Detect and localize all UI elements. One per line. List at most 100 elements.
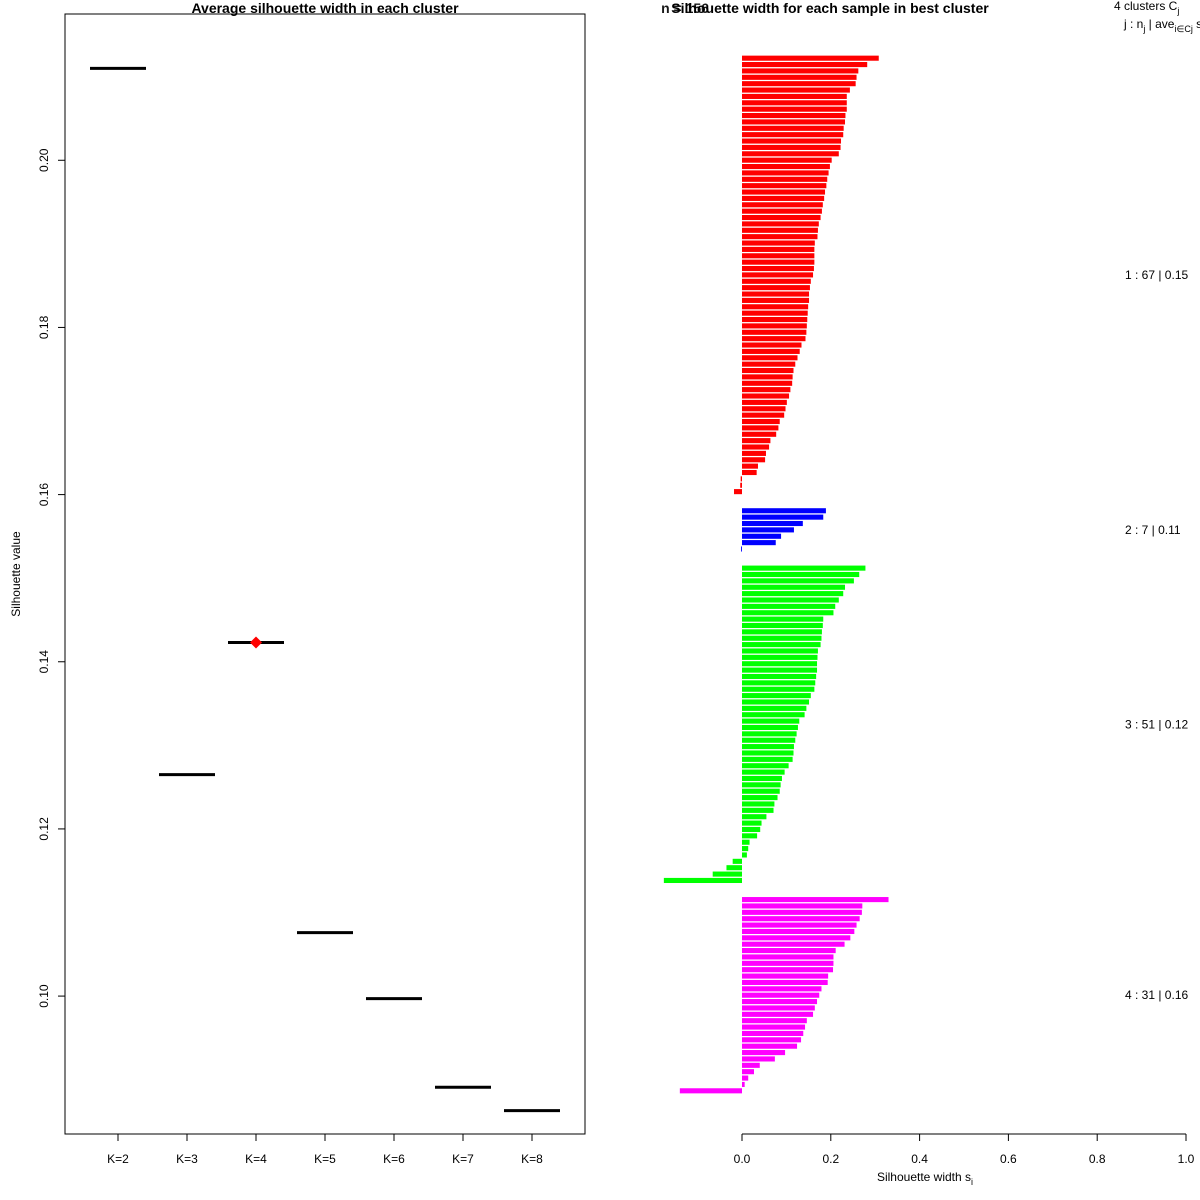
- left-y-tick-label: 0.14: [37, 650, 51, 674]
- cluster-2-bar: [742, 520, 803, 527]
- cluster-1-bar: [742, 93, 847, 99]
- cluster-3-bar: [732, 858, 742, 864]
- cluster-3-bar: [742, 744, 794, 750]
- cluster-3-bar: [742, 775, 782, 782]
- cluster-3-bar: [742, 699, 810, 705]
- cluster-3-bar: [742, 693, 811, 699]
- cluster-3-bar: [742, 673, 817, 680]
- cluster-3-bar: [742, 826, 761, 833]
- cluster-4-bar: [742, 1069, 754, 1075]
- cluster-3-bar: [742, 782, 781, 788]
- cluster-1-label: 1 : 67 | 0.15: [1125, 268, 1188, 282]
- cluster-4-bar: [742, 1050, 786, 1056]
- legend-header-line1: 4 clusters Cj: [1114, 0, 1179, 16]
- cluster-4-bar: [742, 960, 834, 966]
- cluster-1-bar: [742, 265, 814, 272]
- cluster-3-bar: [742, 642, 821, 648]
- cluster-3-bar: [742, 565, 866, 571]
- cluster-3-bar: [742, 635, 822, 641]
- cluster-3-bar: [742, 591, 844, 597]
- cluster-3-bar: [742, 661, 818, 667]
- right-bars: [663, 55, 889, 1094]
- cluster-1-bar: [742, 227, 818, 233]
- cluster-3-bar: [742, 833, 758, 839]
- cluster-1-bar: [742, 418, 780, 425]
- cluster-4-bar: [742, 1043, 798, 1049]
- cluster-4-bar: [679, 1088, 742, 1094]
- cluster-3-bar: [742, 846, 749, 852]
- cluster-4-bar: [742, 897, 889, 903]
- cluster-4-bar: [742, 992, 820, 998]
- left-y-tick-label: 0.10: [37, 984, 51, 1008]
- cluster-1-bar: [742, 100, 847, 106]
- cluster-2-bar: [742, 540, 776, 546]
- cluster-1-bar: [742, 221, 819, 227]
- cluster-3-bar: [742, 814, 767, 820]
- cluster-1-bar: [742, 183, 827, 189]
- cluster-1-bar: [742, 361, 796, 367]
- cluster-1-bar: [742, 163, 830, 170]
- cluster-1-bar: [742, 463, 758, 469]
- cluster-3-bar: [742, 718, 800, 724]
- cluster-4-bar: [742, 1075, 749, 1081]
- cluster-1-bar: [742, 195, 825, 201]
- cluster-4-bar: [742, 1037, 802, 1043]
- cluster-1-bar: [742, 151, 839, 157]
- cluster-1-bar: [742, 246, 815, 252]
- cluster-1-bar: [742, 170, 829, 176]
- cluster-1-bar: [742, 106, 847, 112]
- left-y-tick-label: 0.12: [37, 817, 51, 841]
- cluster-4-bar: [742, 1081, 745, 1087]
- cluster-1-bar: [742, 138, 842, 144]
- cluster-1-bar: [742, 348, 800, 354]
- cluster-3-bar: [742, 686, 815, 692]
- cluster-3-bar: [742, 597, 839, 603]
- cluster-1-bar: [742, 55, 879, 61]
- cluster-3-bar: [742, 839, 750, 845]
- cluster-1-bar: [742, 240, 815, 246]
- left-panel: Average silhouette width in each cluster…: [9, 0, 586, 1166]
- cluster-4-bar: [742, 979, 828, 986]
- left-x-axis: K=2 K=3 K=4 K=5 K=6 K=7 K=8: [107, 1134, 543, 1166]
- cluster-1-bar: [742, 62, 868, 68]
- right-x-axis: 0.0 0.2 0.4 0.6 0.8 1.0: [734, 1133, 1195, 1166]
- cluster-1-bar: [742, 304, 809, 310]
- cluster-1-bar: [742, 425, 779, 431]
- left-y-tick-label: 0.18: [37, 315, 51, 339]
- cluster-3-bar: [742, 756, 793, 762]
- cluster-1-bar: [742, 132, 844, 138]
- cluster-1-bar: [742, 144, 841, 150]
- cluster-1-bar: [742, 291, 810, 297]
- cluster-4-bar: [742, 1056, 775, 1062]
- cluster-1-bar: [742, 316, 808, 323]
- best-k-marker: [250, 636, 262, 649]
- cluster-3-bar: [742, 788, 780, 794]
- cluster-3-bar: [742, 795, 778, 801]
- cluster-1-bar: [742, 387, 791, 393]
- cluster-2-bar: [742, 514, 824, 520]
- cluster-1-bar: [742, 81, 856, 87]
- cluster-3-bar: [742, 622, 823, 629]
- cluster-4-bar: [742, 954, 834, 960]
- legend-header-line2: j : nj | avei∈Cj s: [1123, 17, 1200, 34]
- cluster-1-bar: [742, 310, 808, 316]
- cluster-4-bar: [742, 973, 829, 979]
- cluster-3-label: 3 : 51 | 0.12: [1125, 717, 1188, 731]
- cluster-4-bar: [742, 909, 862, 915]
- cluster-1-bar: [742, 374, 793, 380]
- cluster-1-bar: [742, 87, 850, 93]
- cluster-4-bar: [742, 1030, 804, 1036]
- cluster-3-bar: [742, 801, 775, 807]
- left-x-tick-label: K=2: [107, 1152, 129, 1166]
- cluster-1-bar: [742, 457, 766, 463]
- cluster-1-bar: [742, 68, 859, 74]
- cluster-1-bar: [742, 412, 785, 418]
- cluster-3-bar: [742, 705, 807, 711]
- left-y-axis-label: Silhouette value: [9, 531, 23, 617]
- cluster-1-bar: [742, 119, 846, 125]
- cluster-3-bar: [742, 737, 796, 743]
- cluster-1-bar: [742, 367, 794, 374]
- cluster-4-bar: [742, 935, 851, 941]
- left-data-marks: [90, 66, 560, 1113]
